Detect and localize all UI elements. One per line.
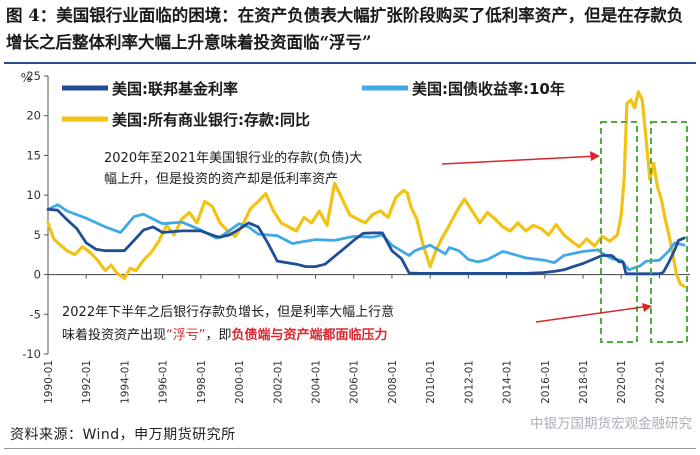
annotation-bottom-2c: ，即: [206, 328, 232, 343]
annotation-arrow-top-head: [590, 151, 600, 161]
legend-label-0: 美国:联邦基金利率: [112, 80, 238, 98]
x-tick-label: 1992-01: [81, 360, 93, 404]
highlight-box-2020: [600, 121, 638, 343]
y-tick-label: 15: [26, 148, 41, 162]
annotation-top-line1: 2020年至2021年美国银行业的存款(负债)大: [104, 150, 362, 166]
figure-title: 图 4：美国银行业面临的困境：在资产负债表大幅扩张阶段购买了低利率资产，但是在存…: [6, 6, 684, 52]
x-tick-label: 2004-01: [311, 360, 323, 404]
title-divider: [4, 62, 696, 64]
annotation-bottom-line1: 2022年下半年之后银行存款负增长，但是利率大幅上行意: [62, 304, 394, 320]
x-tick-label: 2010-01: [425, 360, 437, 404]
bottom-divider: [4, 448, 696, 449]
x-tick-label: 2000-01: [234, 360, 246, 404]
watermark: 中银万国期货宏观金融研究: [530, 416, 692, 432]
x-tick-label: 1990-01: [43, 360, 55, 404]
y-tick-label: 5: [34, 228, 41, 242]
x-tick-label: 2016-01: [540, 360, 552, 404]
y-tick-label: -10: [22, 347, 41, 361]
y-tick-label: -5: [30, 307, 41, 321]
y-axis-label: %: [21, 71, 32, 85]
annotation-bottom-2b: “浮亏”: [166, 328, 205, 343]
annotation-arrow-top: [441, 155, 599, 165]
line-chart: % -10 -5 0 5 10 15 20 25 1990-01 1992-01 1994-01 199…: [21, 69, 690, 404]
y-tick-label: 20: [26, 109, 41, 123]
series-line-2: [46, 90, 686, 289]
chart-axes: % -10 -5 0 5 10 15 20 25 1990-01 1992-01 1994-01 199…: [21, 69, 690, 404]
x-tick-label: 1996-01: [158, 360, 170, 404]
legend-label-2: 美国:所有商业银行:存款:同比: [112, 111, 310, 129]
y-tick-label: 0: [34, 268, 41, 282]
x-tick-label: 1994-01: [119, 360, 131, 404]
y-tick-label: 25: [26, 69, 41, 83]
x-tick-label: 2020-01: [616, 360, 628, 404]
x-tick-label: 2014-01: [502, 360, 514, 404]
x-tick-label: 2006-01: [349, 360, 361, 404]
x-tick-label: 1998-01: [196, 360, 208, 404]
source-note: 资料来源：Wind，申万期货研究所: [10, 427, 236, 443]
series-layer: [46, 90, 686, 289]
annotation-bottom-2d: 负债端与资产端都面临压力: [232, 327, 388, 343]
series-line-0: [46, 207, 686, 276]
legend-label-1: 美国:国债收益率:10年: [412, 80, 565, 98]
x-tick-label: 2022-01: [654, 360, 666, 404]
x-tick-label: 2018-01: [578, 360, 590, 404]
annotation-bottom-2a: 味着投资资产出现: [62, 327, 166, 343]
highlight-box-2022: [650, 121, 688, 343]
annotation-arrow-bottom-head: [642, 303, 652, 312]
x-tick-label: 2008-01: [387, 360, 399, 404]
y-tick-label: 10: [26, 188, 41, 202]
x-tick-label: 2002-01: [272, 360, 284, 404]
annotation-bottom-line2: 味着投资资产出现“浮亏”，即负债端与资产端都面临压力: [62, 327, 388, 343]
x-tick-label: 2012-01: [463, 360, 475, 404]
annotation-top-line2: 幅上升，但是投资的资产却是低利率资产: [104, 171, 338, 187]
annotation-arrow-bottom: [535, 305, 651, 323]
